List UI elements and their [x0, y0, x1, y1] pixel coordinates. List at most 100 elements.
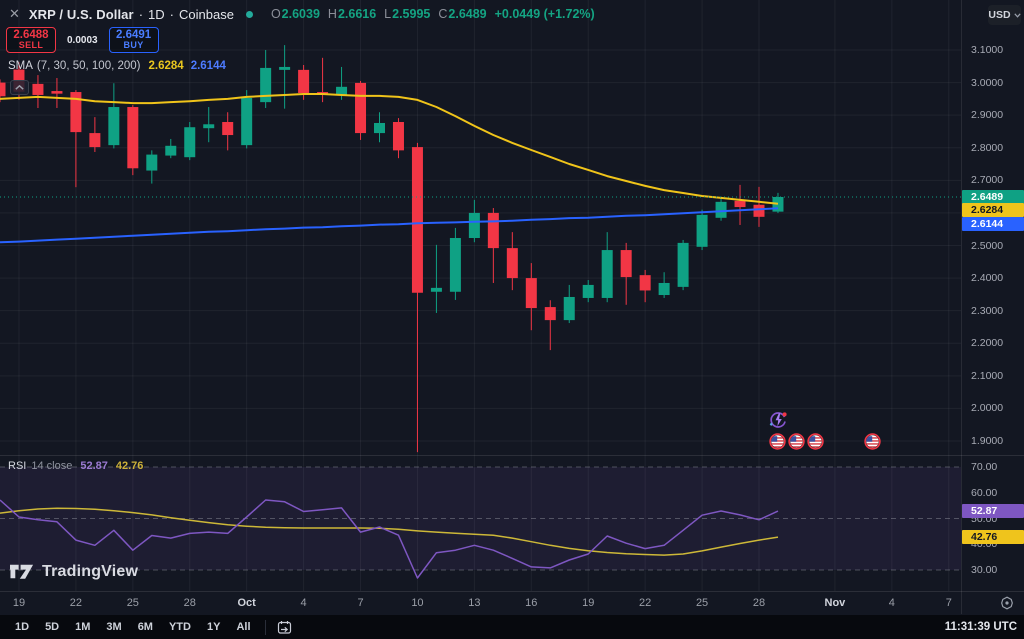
range-button-1d[interactable]: 1D [15, 621, 30, 633]
spread-value: 0.0003 [67, 34, 98, 46]
legend-collapse-button[interactable] [10, 80, 29, 95]
symbol-name[interactable]: XRP / U.S. Dollar [28, 6, 134, 22]
low-value: 2.5995 [392, 7, 431, 21]
price-axis-label: 2.3000 [971, 304, 1004, 317]
interval-label[interactable]: 1D [148, 6, 165, 22]
price-axis-border [961, 0, 962, 614]
time-axis-label: 4 [888, 597, 895, 609]
range-button-3m[interactable]: 3M [106, 621, 122, 633]
timescale-separator [0, 591, 1024, 592]
price-axis-label: 2.1000 [971, 369, 1004, 382]
sma-fast-value: 2.6284 [148, 60, 184, 72]
rsi-axis-label: 30.00 [971, 564, 998, 576]
price-axis-label: 2.0000 [971, 402, 1004, 415]
bottom-toolbar: 1D 5D 1M 3M 6M YTD 1Y All 11:31:39 UTC [0, 615, 1024, 639]
sma-slow-value: 2.6144 [190, 60, 226, 72]
range-button-ytd[interactable]: YTD [168, 621, 191, 633]
time-axis-label: 22 [639, 597, 652, 609]
timezone-settings-button[interactable] [999, 595, 1015, 611]
time-axis-label: 25 [695, 597, 709, 609]
us-flag-event-icon[interactable] [788, 433, 806, 455]
rsi-axis-label: 60.00 [971, 486, 998, 499]
trade-panel: 2.6488 SELL 0.0003 2.6491 BUY [6, 27, 159, 53]
economic-events-icon[interactable] [768, 410, 788, 435]
high-value: 2.6616 [337, 7, 377, 21]
tradingview-logo[interactable]: TradingView [10, 563, 138, 581]
range-button-all[interactable]: All [236, 621, 251, 633]
price-axis-label: 3.0000 [971, 76, 1004, 89]
axis-price-tag: 2.6144 [962, 216, 1024, 231]
open-value: 2.6039 [281, 7, 320, 21]
us-flag-icon [864, 433, 882, 450]
time-axis-label: 28 [183, 597, 196, 609]
time-axis-label: 19 [12, 597, 26, 609]
pane-separator[interactable] [0, 455, 1024, 456]
price-axis-label: 2.4000 [971, 272, 1004, 285]
time-axis-label: Nov [824, 597, 846, 609]
sma-legend[interactable]: SMA (7, 30, 50, 100, 200) 2.6284 2.6144 [8, 60, 226, 72]
range-button-1y[interactable]: 1Y [206, 621, 221, 633]
gear-icon [1001, 596, 1013, 610]
time-axis-label: 25 [126, 597, 139, 609]
buy-price: 2.6491 [116, 29, 152, 42]
clock-display[interactable]: 11:31:39 UTC [944, 621, 1017, 633]
sell-price: 2.6488 [13, 29, 49, 42]
rsi-params: 14 close [31, 460, 73, 472]
exchange-label: Coinbase [179, 6, 234, 22]
time-axis-label: Oct [237, 597, 256, 609]
close-label: C [438, 7, 448, 21]
buy-label: BUY [123, 40, 144, 51]
symbol-separator: · [138, 6, 144, 22]
close-icon[interactable]: ✕ [9, 6, 20, 21]
time-axis-label: 19 [582, 597, 595, 609]
currency-selector[interactable]: USD [988, 5, 1021, 25]
price-axis-label: 2.7000 [971, 174, 1004, 187]
go-to-date-button[interactable] [276, 619, 293, 636]
sell-label: SELL [18, 40, 44, 51]
chart-canvas[interactable] [0, 0, 962, 614]
range-button-1m[interactable]: 1M [75, 621, 91, 633]
tradingview-logo-text: TradingView [42, 563, 139, 580]
chevron-up-icon [15, 85, 24, 90]
change-value: +0.0449 (+1.72%) [494, 7, 595, 21]
us-flag-event-icon[interactable] [807, 433, 825, 455]
tradingview-logo-icon [10, 564, 34, 579]
price-axis-label: 2.9000 [971, 109, 1004, 122]
axis-price-tag: 52.87 [962, 504, 1024, 519]
time-axis-label: 10 [411, 597, 424, 609]
date-range-buttons: 1D 5D 1M 3M 6M YTD 1Y All [7, 621, 259, 633]
price-axis-label: 2.5000 [971, 239, 1004, 252]
price-axis-label: 1.9000 [971, 435, 1004, 447]
low-label: L [384, 7, 392, 21]
symbol-header: ✕ XRP / U.S. Dollar · 1D · Coinbase O 2.… [9, 4, 595, 24]
symbol-separator-2: · [169, 6, 174, 22]
lightning-icon [769, 412, 787, 428]
price-axis-label: 2.2000 [971, 337, 1004, 350]
time-axis-label: 7 [357, 597, 364, 609]
market-status-icon [245, 10, 253, 18]
price-axis-label: 2.8000 [971, 141, 1004, 154]
price-axis-label: 3.1000 [971, 44, 1004, 56]
close-value: 2.6489 [448, 7, 487, 21]
rsi-value: 52.87 [80, 460, 108, 472]
buy-button[interactable]: 2.6491 BUY [108, 27, 159, 53]
range-button-5d[interactable]: 5D [45, 621, 60, 633]
rsi-legend[interactable]: RSI 14 close 52.87 42.76 [8, 460, 143, 472]
sell-button[interactable]: 2.6488 SELL [6, 27, 56, 53]
time-axis-label: 7 [945, 597, 952, 609]
time-axis-label: 22 [69, 597, 83, 609]
calendar-icon [277, 620, 291, 634]
us-flag-icon [807, 433, 825, 450]
chevron-down-icon [1013, 12, 1021, 18]
time-axis-label: 4 [300, 597, 307, 609]
sma-params: (7, 30, 50, 100, 200) [36, 60, 141, 72]
us-flag-icon [788, 433, 806, 450]
high-label: H [327, 7, 337, 21]
range-button-6m[interactable]: 6M [137, 621, 153, 633]
rsi-ma-value: 42.76 [115, 460, 144, 472]
axis-price-tag: 42.76 [962, 530, 1024, 545]
us-flag-event-icon[interactable] [769, 433, 787, 455]
axis-price-tag: 2.6489 [962, 189, 1024, 204]
us-flag-event-icon[interactable] [864, 433, 882, 455]
